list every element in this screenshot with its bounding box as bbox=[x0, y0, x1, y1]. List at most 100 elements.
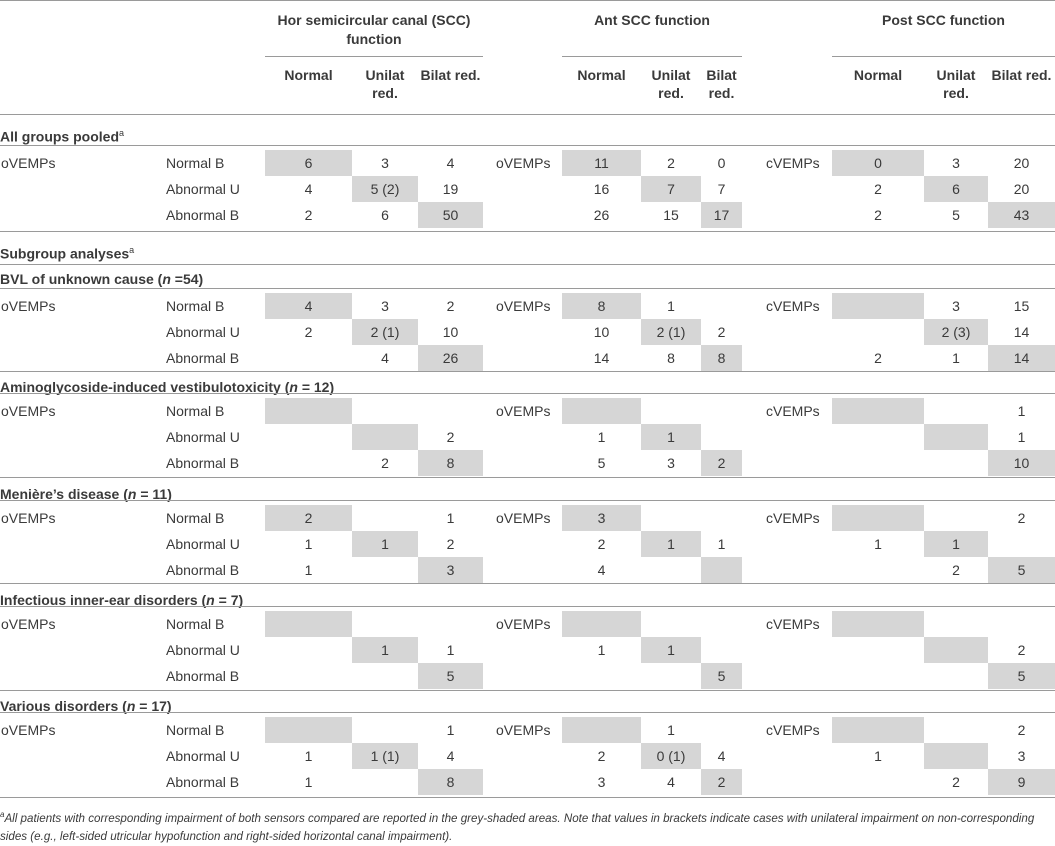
value-cell: 1 bbox=[1017, 403, 1026, 419]
value-cell: 2 bbox=[304, 324, 313, 340]
row-ant-group-label: oVEMPs bbox=[496, 616, 551, 632]
value-cell: 2 (1) bbox=[641, 319, 701, 345]
value-cell: 3 bbox=[381, 155, 389, 171]
row-label: Abnormal B bbox=[166, 774, 240, 790]
value-cell bbox=[832, 450, 924, 476]
value-cell: 1 bbox=[667, 722, 675, 738]
section-title-rule bbox=[0, 145, 1055, 146]
value-cell: 2 bbox=[446, 536, 455, 552]
value-cell: 14 bbox=[988, 345, 1055, 371]
value-cell: 2 bbox=[1017, 510, 1026, 526]
value-cell bbox=[924, 611, 988, 637]
value-cell: 2 bbox=[1017, 642, 1026, 658]
section-title: Infectious inner-ear disorders (n = 7) bbox=[0, 591, 243, 609]
section-title-count: = 12) bbox=[297, 379, 335, 395]
value-cell bbox=[924, 637, 988, 663]
value-cell bbox=[832, 293, 924, 319]
value-cell: 2 bbox=[874, 207, 882, 223]
row-group-label: oVEMPs bbox=[1, 722, 56, 738]
row-group-label bbox=[1, 531, 161, 557]
value-cell: 8 bbox=[418, 769, 483, 795]
section-bottom-rule bbox=[0, 583, 1055, 584]
value-cell bbox=[265, 637, 352, 663]
row-label: Abnormal B bbox=[166, 668, 240, 684]
value-cell: 15 bbox=[663, 207, 679, 223]
value-cell: 6 bbox=[265, 150, 352, 176]
row-post-group-label: cVEMPs bbox=[766, 722, 820, 738]
row-label: Abnormal B bbox=[166, 455, 240, 471]
value-cell bbox=[418, 611, 483, 637]
value-cell bbox=[562, 398, 641, 424]
row-group-label bbox=[1, 743, 161, 769]
row-label: Abnormal U bbox=[166, 642, 240, 658]
value-cell: 43 bbox=[988, 202, 1055, 228]
group-header-ant: Ant SCC function bbox=[594, 12, 710, 28]
section-title-count: =54) bbox=[170, 271, 204, 287]
value-cell bbox=[352, 663, 418, 689]
footnote-marker: a bbox=[0, 810, 5, 819]
row-post-group-label: cVEMPs bbox=[766, 616, 820, 632]
subheader-ant-unilat: Unilat red. bbox=[651, 67, 691, 101]
value-cell bbox=[265, 398, 352, 424]
value-cell: 2 bbox=[597, 748, 606, 764]
section-bottom-rule bbox=[0, 477, 1055, 478]
value-cell: 3 bbox=[418, 557, 483, 583]
value-cell: 1 bbox=[304, 536, 313, 552]
table-row: Abnormal U 2 2 (1) 10 10 2 (1) 2 2 (3) 14 bbox=[0, 319, 1055, 345]
value-cell: 7 bbox=[641, 176, 701, 202]
value-cell bbox=[701, 424, 742, 450]
value-cell: 11 bbox=[562, 150, 641, 176]
section-title-text: Menière’s disease ( bbox=[0, 486, 128, 502]
value-cell: 8 bbox=[667, 350, 675, 366]
value-cell bbox=[832, 663, 924, 689]
subheader-hor-unilat: Unilat red. bbox=[365, 67, 405, 101]
value-cell: 8 bbox=[701, 345, 742, 371]
row-ant-group-label bbox=[496, 319, 562, 345]
table-row: oVEMPs Normal B oVEMPs cVEMPs 1 bbox=[0, 398, 1055, 424]
section-title-rule bbox=[0, 606, 1055, 607]
footnote-text: All patients with corresponding impairme… bbox=[0, 811, 1035, 843]
row-group-label bbox=[1, 769, 161, 795]
row-label: Normal B bbox=[166, 403, 225, 419]
value-cell bbox=[352, 424, 418, 450]
row-ant-group-label bbox=[496, 769, 562, 795]
table-row: Abnormal B 1 3 4 2 5 bbox=[0, 557, 1055, 583]
value-cell bbox=[701, 611, 742, 637]
section-title: Various disorders (n = 17) bbox=[0, 697, 172, 715]
value-cell bbox=[641, 663, 701, 689]
value-cell bbox=[352, 717, 418, 743]
row-post-group-label bbox=[766, 637, 832, 663]
section-title-footnote-marker: a bbox=[129, 245, 135, 255]
group-rule-post bbox=[832, 56, 1055, 57]
row-label: Normal B bbox=[166, 298, 225, 314]
value-cell bbox=[265, 611, 352, 637]
row-post-group-label bbox=[766, 319, 832, 345]
value-cell: 0 bbox=[832, 150, 924, 176]
row-label: Abnormal U bbox=[166, 429, 240, 445]
value-cell bbox=[641, 611, 701, 637]
row-label: Abnormal U bbox=[166, 748, 240, 764]
row-ant-group-label: oVEMPs bbox=[496, 722, 551, 738]
value-cell bbox=[352, 611, 418, 637]
value-cell bbox=[832, 611, 924, 637]
value-cell: 3 bbox=[1017, 748, 1026, 764]
row-label: Abnormal B bbox=[166, 350, 240, 366]
value-cell: 1 bbox=[1017, 429, 1026, 445]
section-title-text: All groups pooled bbox=[0, 128, 119, 145]
value-cell: 1 bbox=[641, 637, 701, 663]
value-cell: 5 bbox=[701, 663, 742, 689]
value-cell: 1 bbox=[304, 562, 313, 578]
value-cell: 4 bbox=[265, 293, 352, 319]
value-cell bbox=[641, 398, 701, 424]
value-cell: 1 bbox=[641, 531, 701, 557]
row-ant-group-label bbox=[496, 637, 562, 663]
table-row: Abnormal U 4 5 (2) 19 16 7 7 2 6 20 bbox=[0, 176, 1055, 202]
value-cell: 19 bbox=[442, 181, 459, 197]
row-label: Normal B bbox=[166, 616, 225, 632]
value-cell: 2 bbox=[1017, 722, 1026, 738]
section-title-n: n bbox=[126, 698, 136, 714]
value-cell: 10 bbox=[988, 450, 1055, 476]
table-row: Abnormal U 1 1 (1) 4 2 0 (1) 4 1 3 bbox=[0, 743, 1055, 769]
value-cell: 1 bbox=[446, 510, 455, 526]
